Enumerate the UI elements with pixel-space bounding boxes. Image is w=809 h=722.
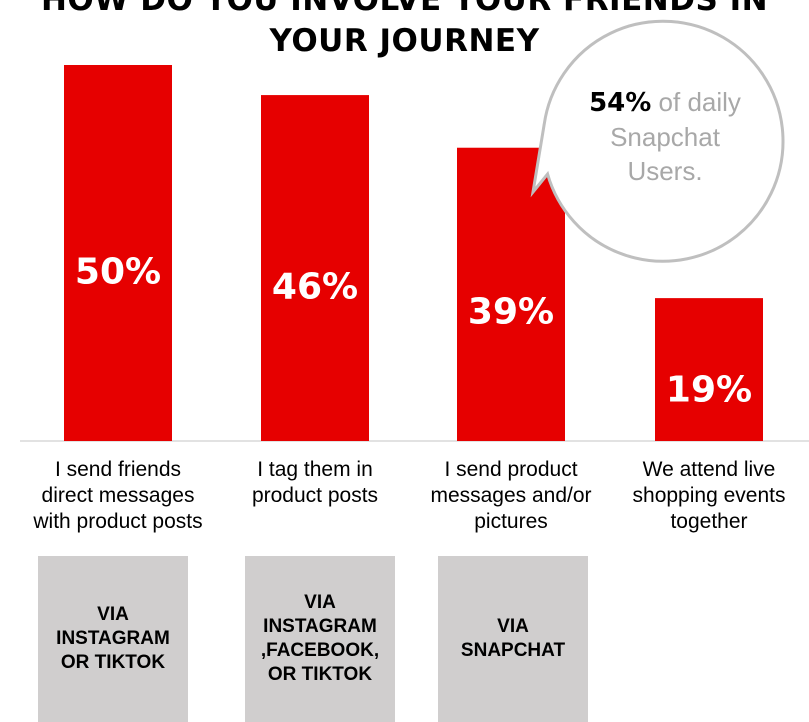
category-label-line: I tag them in <box>257 458 373 481</box>
bars-layer <box>64 65 763 441</box>
via-box-text: VIA SNAPCHAT <box>460 616 566 661</box>
category-label-line: direct messages <box>41 484 195 507</box>
callout-line-3: Users. <box>627 156 703 186</box>
category-label-attend-live-shopping: We attend live shopping events together <box>609 457 809 535</box>
via-box-text: VIA INSTAGRAM ,FACEBOOK, OR TIKTOK <box>260 592 380 685</box>
category-label-line: pictures <box>474 510 548 533</box>
category-label-line: I send product <box>444 458 578 481</box>
bar-1 <box>64 65 172 441</box>
bar-3 <box>457 147 565 441</box>
callout-bubble-shape <box>530 19 785 263</box>
bar-value-label-3: 39% <box>468 292 554 333</box>
bar-value-label-4: 19% <box>666 370 752 411</box>
via-instagram-tiktok-box: VIA INSTAGRAM OR TIKTOK <box>38 556 188 722</box>
category-label-line: messages and/or <box>430 484 592 507</box>
category-label-line: I send friends <box>54 458 182 481</box>
via-box-text: VIA INSTAGRAM OR TIKTOK <box>56 604 170 673</box>
category-label-line: together <box>670 510 748 533</box>
bar-4 <box>655 298 763 441</box>
via-snapchat-box: VIA SNAPCHAT <box>438 556 588 722</box>
category-label-send-friends-dm: I send friends direct messages with prod… <box>18 457 218 535</box>
bar-value-label-2: 46% <box>272 267 358 308</box>
callout-text-part1: of daily <box>651 87 741 117</box>
callout-line-2: Snapchat <box>610 122 720 152</box>
category-label-tag-them: I tag them in product posts <box>215 457 415 509</box>
category-label-line: shopping events <box>632 484 786 507</box>
category-label-send-product-messages: I send product messages and/or pictures <box>411 457 611 535</box>
category-label-line: product posts <box>251 484 379 507</box>
callout-highlight: 54% <box>589 88 652 118</box>
category-label-line: with product posts <box>33 510 203 533</box>
via-instagram-facebook-tiktok-box: VIA INSTAGRAM ,FACEBOOK, OR TIKTOK <box>245 556 395 722</box>
chart-title-line-2: YOUR JOURNEY <box>269 23 540 59</box>
category-label-line: We attend live <box>642 458 776 481</box>
bar-2 <box>261 95 369 441</box>
chart-title-line-1: HOW DO YOU INVOLVE YOUR FRIENDS IN <box>40 0 769 18</box>
callout-bubble <box>530 19 785 263</box>
callout-line-1: 54% of daily <box>560 85 770 120</box>
bar-value-label-1: 50% <box>75 252 161 293</box>
callout-text: 54% of daily Snapchat Users. <box>560 85 770 188</box>
